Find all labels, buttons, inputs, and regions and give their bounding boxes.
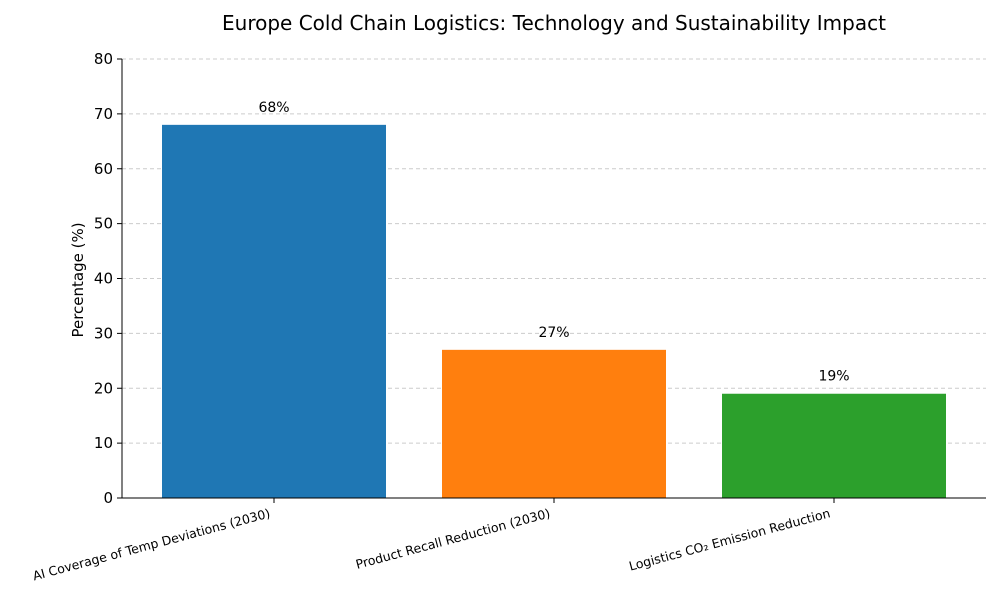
- y-tick-label: 40: [94, 270, 113, 288]
- y-tick-label: 20: [94, 379, 113, 397]
- bar: [722, 393, 946, 498]
- y-tick-labels: 0 10 20 30 40 50 60 70 80: [94, 50, 113, 507]
- bar: [162, 124, 386, 498]
- y-tick-label: 30: [94, 324, 113, 342]
- x-tick-label: Logistics CO₂ Emission Reduction: [627, 505, 831, 573]
- data-label: 19%: [818, 369, 849, 385]
- y-tick-label: 60: [94, 160, 113, 178]
- y-axis-label: Percentage (%): [69, 222, 87, 337]
- y-tick-label: 70: [94, 105, 113, 123]
- y-tick-label: 80: [94, 50, 113, 68]
- data-labels: 68% 27% 19%: [258, 100, 849, 385]
- x-tick-label: AI Coverage of Temp Deviations (2030): [31, 505, 272, 583]
- y-tick-label: 50: [94, 215, 113, 233]
- chart-title: Europe Cold Chain Logistics: Technology …: [222, 11, 886, 35]
- x-tick-label: Product Recall Reduction (2030): [354, 505, 552, 571]
- axes: [117, 58, 986, 503]
- y-tick-label: 10: [94, 434, 113, 452]
- data-label: 68%: [258, 100, 289, 116]
- y-tick-label: 0: [103, 489, 113, 507]
- x-tick-labels: AI Coverage of Temp Deviations (2030) Pro…: [31, 505, 832, 583]
- bar: [442, 349, 666, 498]
- data-label: 27%: [538, 325, 569, 341]
- bars: [162, 124, 946, 498]
